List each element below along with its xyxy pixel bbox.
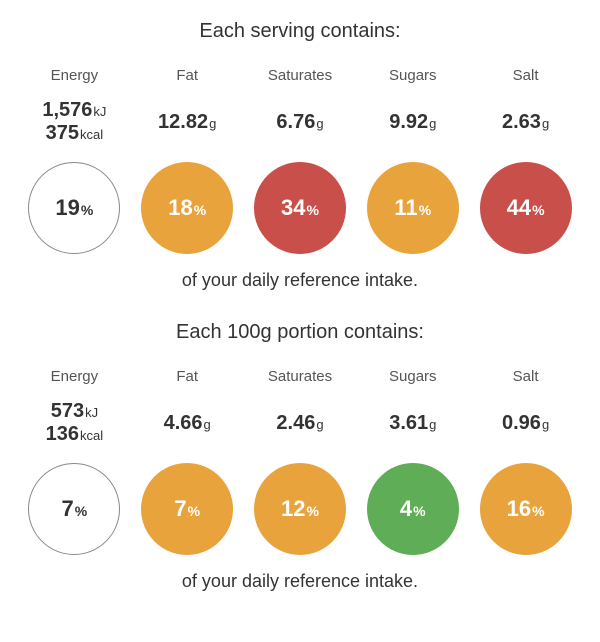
nutrient-label: Sugars <box>389 67 437 84</box>
value-unit: kcal <box>80 428 103 443</box>
value-unit: g <box>316 417 323 432</box>
nutrient-values: 2.63 g <box>502 98 549 146</box>
value-unit: kcal <box>80 127 103 142</box>
value-unit: g <box>429 116 436 131</box>
panel-title: Each serving contains: <box>0 20 600 43</box>
value-number: 9.92 <box>389 111 428 134</box>
nutrient-col-salt: Salt 2.63 g 44 % <box>473 67 578 254</box>
nutrient-label: Salt <box>513 368 539 385</box>
value-line: 3.61 g <box>389 412 436 435</box>
nutrient-values: 9.92 g <box>389 98 436 146</box>
value-unit: kJ <box>93 104 106 119</box>
value-number: 3.61 <box>389 412 428 435</box>
percent-value: 12 % <box>281 496 319 522</box>
nutrient-values: 1,576 kJ 375 kcal <box>42 98 106 146</box>
nutrient-col-salt: Salt 0.96 g 16 % <box>473 368 578 555</box>
value-unit: g <box>429 417 436 432</box>
value-number: 136 <box>46 423 79 446</box>
nutrient-values: 3.61 g <box>389 399 436 447</box>
percent-circle: 4 % <box>367 463 459 555</box>
nutrient-col-fat: Fat 4.66 g 7 % <box>135 368 240 555</box>
percent-value: 18 % <box>168 195 206 221</box>
percent-circle: 34 % <box>254 162 346 254</box>
value-line: 2.63 g <box>502 111 549 134</box>
value-line: 136 kcal <box>46 423 104 446</box>
value-number: 2.63 <box>502 111 541 134</box>
nutrition-grid: Energy 1,576 kJ 375 kcal 19 % Fat <box>0 67 600 254</box>
value-number: 573 <box>51 400 84 423</box>
value-number: 2.46 <box>276 412 315 435</box>
value-line: 6.76 g <box>276 111 323 134</box>
percent-circle: 18 % <box>141 162 233 254</box>
nutrient-values: 0.96 g <box>502 399 549 447</box>
nutrient-label: Sugars <box>389 368 437 385</box>
value-line: 9.92 g <box>389 111 436 134</box>
nutrition-panel-serving: Each serving contains: Energy 1,576 kJ 3… <box>0 20 600 291</box>
nutrient-label: Energy <box>51 67 99 84</box>
nutrient-col-sugars: Sugars 9.92 g 11 % <box>360 67 465 254</box>
value-unit: g <box>204 417 211 432</box>
percent-value: 7 % <box>62 496 88 522</box>
panel-title: Each 100g portion contains: <box>0 321 600 344</box>
value-line: 573 kJ <box>51 400 98 423</box>
percent-circle: 7 % <box>141 463 233 555</box>
value-line: 375 kcal <box>46 122 104 145</box>
value-number: 375 <box>46 122 79 145</box>
percent-circle: 11 % <box>367 162 459 254</box>
value-number: 6.76 <box>276 111 315 134</box>
nutrition-grid: Energy 573 kJ 136 kcal 7 % Fat <box>0 368 600 555</box>
percent-circle: 19 % <box>28 162 120 254</box>
value-unit: g <box>316 116 323 131</box>
percent-circle: 16 % <box>480 463 572 555</box>
percent-value: 44 % <box>507 195 545 221</box>
nutrient-values: 12.82 g <box>158 98 216 146</box>
panel-footer: of your daily reference intake. <box>0 270 600 291</box>
nutrition-panel-per-100g: Each 100g portion contains: Energy 573 k… <box>0 321 600 592</box>
value-number: 12.82 <box>158 111 208 134</box>
nutrient-values: 4.66 g <box>164 399 211 447</box>
value-unit: kJ <box>85 405 98 420</box>
percent-value: 19 % <box>55 195 93 221</box>
nutrient-label: Saturates <box>268 67 332 84</box>
nutrient-col-energy: Energy 1,576 kJ 375 kcal 19 % <box>22 67 127 254</box>
nutrient-values: 2.46 g <box>276 399 323 447</box>
nutrient-label: Saturates <box>268 368 332 385</box>
nutrient-label: Salt <box>513 67 539 84</box>
percent-value: 11 % <box>394 195 431 221</box>
nutrient-label: Fat <box>176 368 198 385</box>
percent-circle: 12 % <box>254 463 346 555</box>
nutrient-values: 573 kJ 136 kcal <box>46 399 104 447</box>
nutrient-col-saturates: Saturates 2.46 g 12 % <box>248 368 353 555</box>
nutrient-values: 6.76 g <box>276 98 323 146</box>
percent-value: 4 % <box>400 496 426 522</box>
nutrient-col-fat: Fat 12.82 g 18 % <box>135 67 240 254</box>
percent-value: 34 % <box>281 195 319 221</box>
value-unit: g <box>542 116 549 131</box>
value-number: 4.66 <box>164 412 203 435</box>
percent-circle: 44 % <box>480 162 572 254</box>
value-unit: g <box>542 417 549 432</box>
value-line: 12.82 g <box>158 111 216 134</box>
value-unit: g <box>209 116 216 131</box>
nutrient-label: Energy <box>51 368 99 385</box>
value-line: 2.46 g <box>276 412 323 435</box>
value-number: 0.96 <box>502 412 541 435</box>
percent-value: 7 % <box>174 496 200 522</box>
nutrient-col-sugars: Sugars 3.61 g 4 % <box>360 368 465 555</box>
value-line: 1,576 kJ <box>42 99 106 122</box>
value-line: 0.96 g <box>502 412 549 435</box>
percent-value: 16 % <box>507 496 545 522</box>
value-line: 4.66 g <box>164 412 211 435</box>
nutrient-col-saturates: Saturates 6.76 g 34 % <box>248 67 353 254</box>
percent-circle: 7 % <box>28 463 120 555</box>
value-number: 1,576 <box>42 99 92 122</box>
panel-footer: of your daily reference intake. <box>0 571 600 592</box>
nutrient-label: Fat <box>176 67 198 84</box>
nutrient-col-energy: Energy 573 kJ 136 kcal 7 % <box>22 368 127 555</box>
